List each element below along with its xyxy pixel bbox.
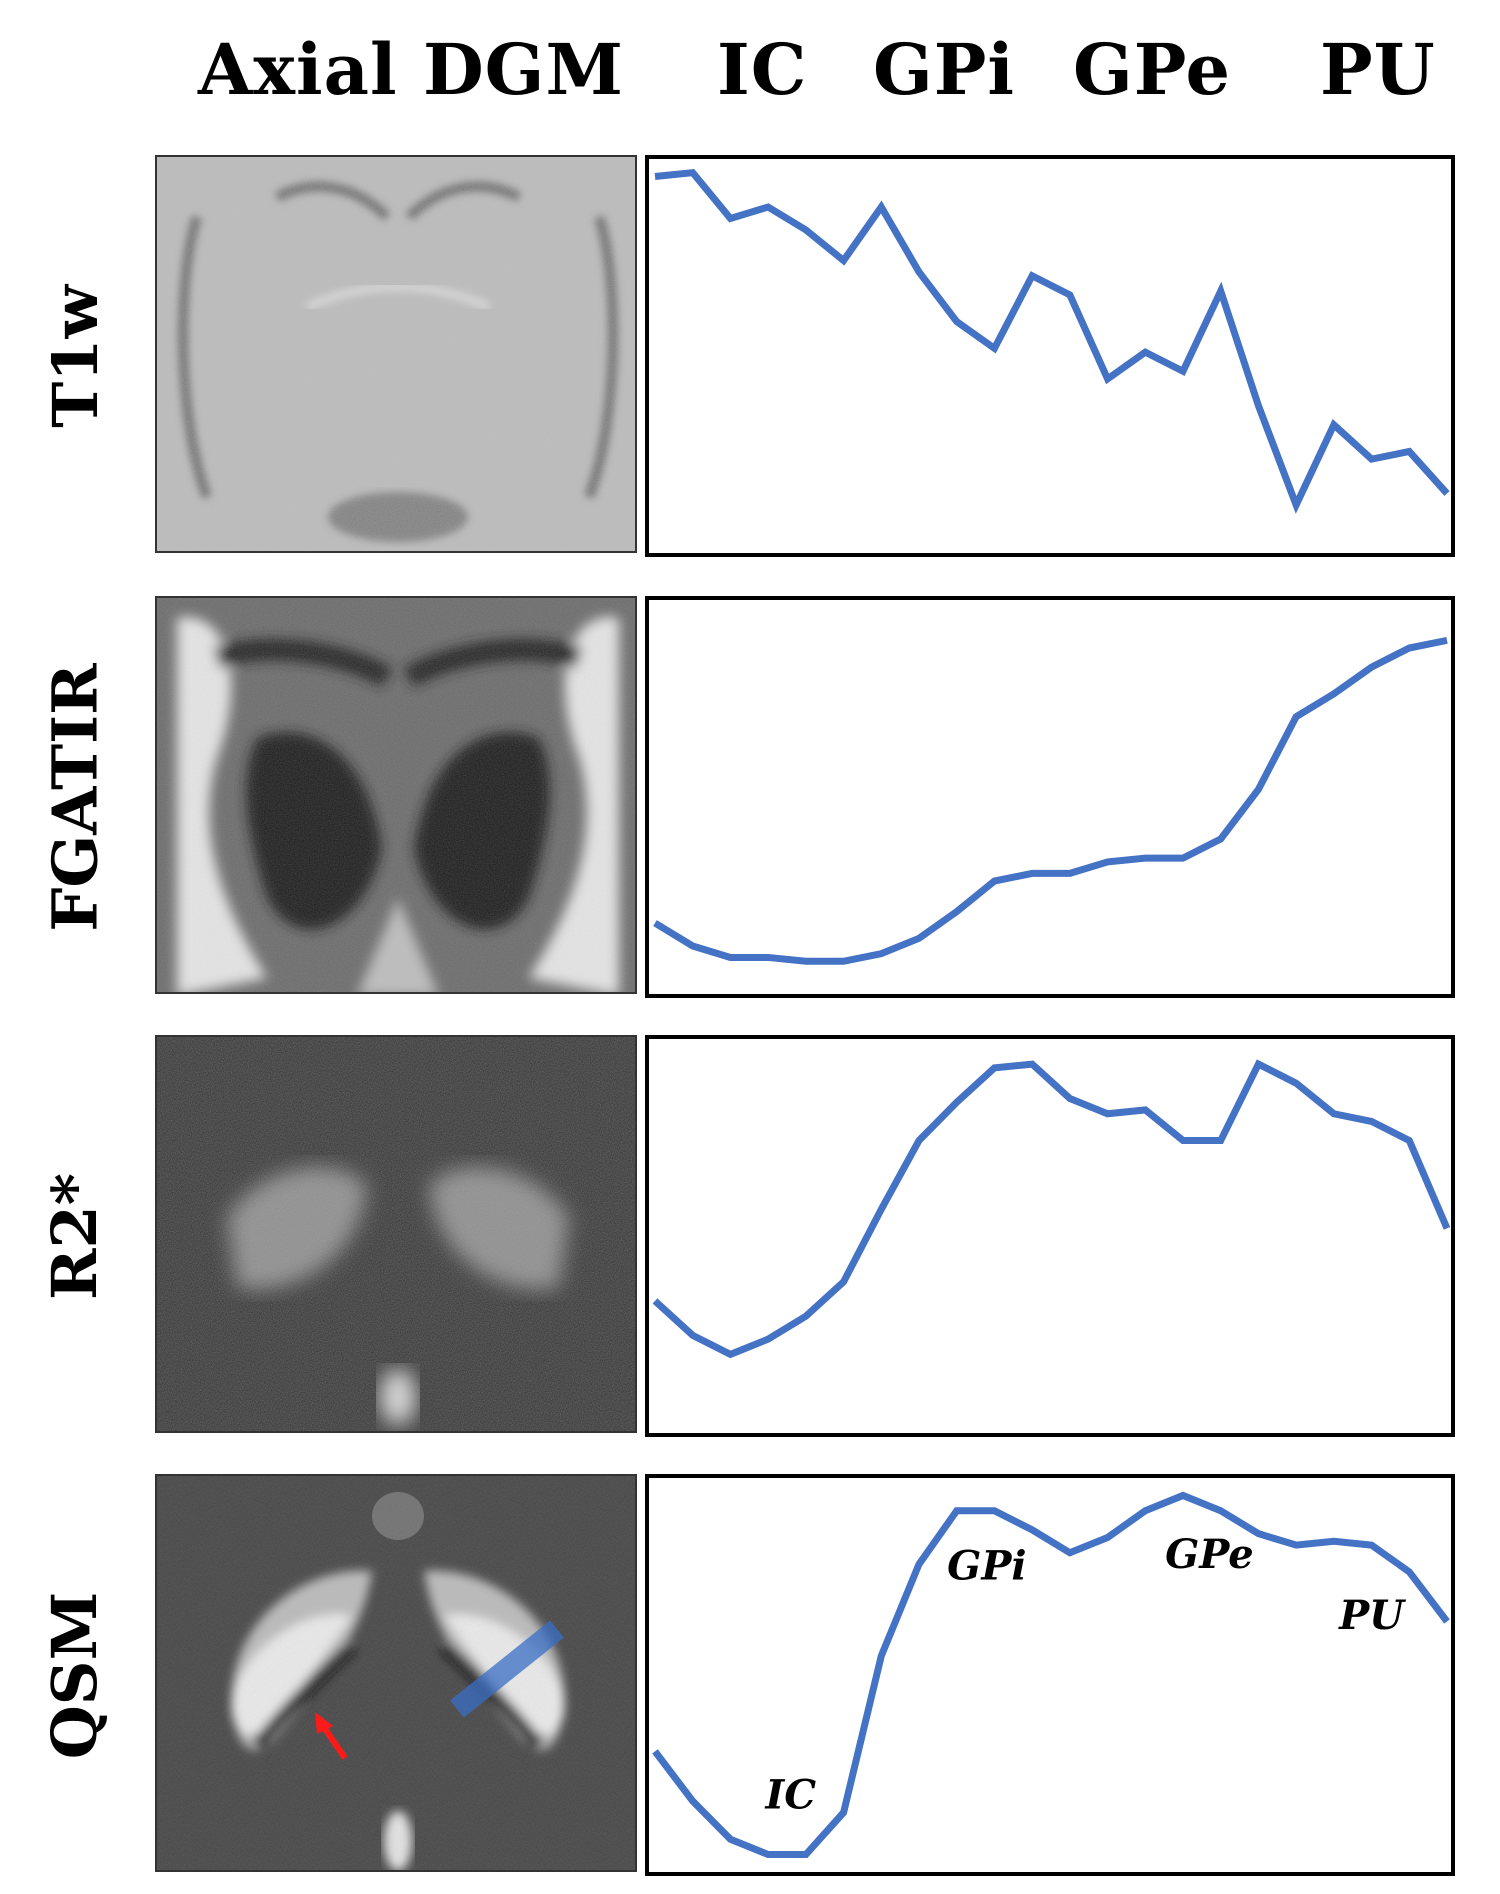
series-line	[653, 636, 1448, 965]
row-label-text: T1w	[38, 284, 112, 428]
mri-image-t1w	[155, 155, 637, 553]
plot-r2star	[645, 1035, 1455, 1437]
row-label-text: QSM	[38, 1591, 112, 1759]
series-line	[652, 1491, 1450, 1859]
header-axial-dgm: Axial DGM	[198, 28, 624, 111]
red-arrow-icon	[315, 1712, 348, 1760]
header-region-gpe: GPe	[1073, 28, 1232, 111]
header-region-gpi: GPi	[873, 28, 1016, 111]
annotation-label: IC	[764, 1772, 816, 1819]
annotation-label: GPe	[1165, 1531, 1254, 1578]
mri-image-fgatir	[155, 596, 637, 994]
mri-image-qsm	[155, 1474, 637, 1872]
row-label-fgatir: FGATIR	[0, 596, 150, 998]
series-line	[654, 168, 1450, 514]
annotation-label: GPi	[947, 1543, 1026, 1590]
mri-image-r2star	[155, 1035, 637, 1433]
roi-line-marker	[450, 1620, 564, 1718]
row-label-r2star: R2*	[0, 1035, 150, 1437]
series-line	[652, 1059, 1451, 1359]
row-label-text: R2*	[38, 1172, 112, 1300]
row-label-qsm: QSM	[0, 1474, 150, 1876]
row-label-t1w: T1w	[0, 155, 150, 557]
header-region-ic: IC	[717, 28, 808, 111]
plot-fgatir	[645, 596, 1455, 998]
plot-t1w	[645, 155, 1455, 557]
header-region-pu: PU	[1320, 28, 1436, 111]
plot-qsm: IC GPi GPe PU	[645, 1474, 1455, 1876]
annotation-label: PU	[1338, 1592, 1406, 1639]
row-label-text: FGATIR	[38, 662, 112, 932]
